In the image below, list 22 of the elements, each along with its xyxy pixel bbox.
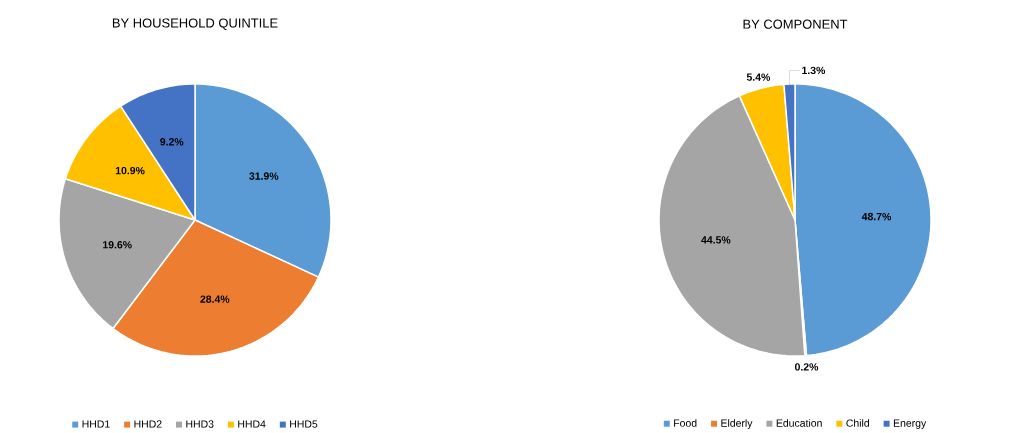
- legend-label: HHD3: [186, 420, 214, 428]
- data-label: 28.4%: [200, 295, 230, 303]
- legend-label: HHD2: [134, 420, 162, 428]
- legend-label: Child: [846, 419, 869, 427]
- data-label: 48.7%: [861, 212, 892, 221]
- legend-label: Education: [776, 419, 822, 427]
- legend-label: Food: [674, 419, 697, 427]
- data-label: 1.3%: [802, 66, 826, 75]
- data-label: 9.2%: [160, 138, 184, 146]
- data-label: 10.9%: [115, 166, 145, 175]
- data-label: 44.5%: [701, 236, 731, 244]
- data-label: 19.6%: [103, 241, 132, 249]
- chart-title: BY HOUSEHOLD QUINTILE: [112, 18, 278, 30]
- legend-label: HHD5: [290, 420, 318, 428]
- legend-label: Energy: [893, 419, 927, 429]
- legend-label: Elderly: [721, 419, 753, 429]
- legend-label: HHD4: [238, 420, 266, 428]
- legend-label: HHD1: [82, 420, 110, 428]
- data-label: 5.4%: [746, 73, 771, 81]
- data-label: 0.2%: [794, 363, 819, 371]
- chart-title: BY COMPONENT: [743, 19, 848, 29]
- data-label: 31.9%: [249, 172, 279, 180]
